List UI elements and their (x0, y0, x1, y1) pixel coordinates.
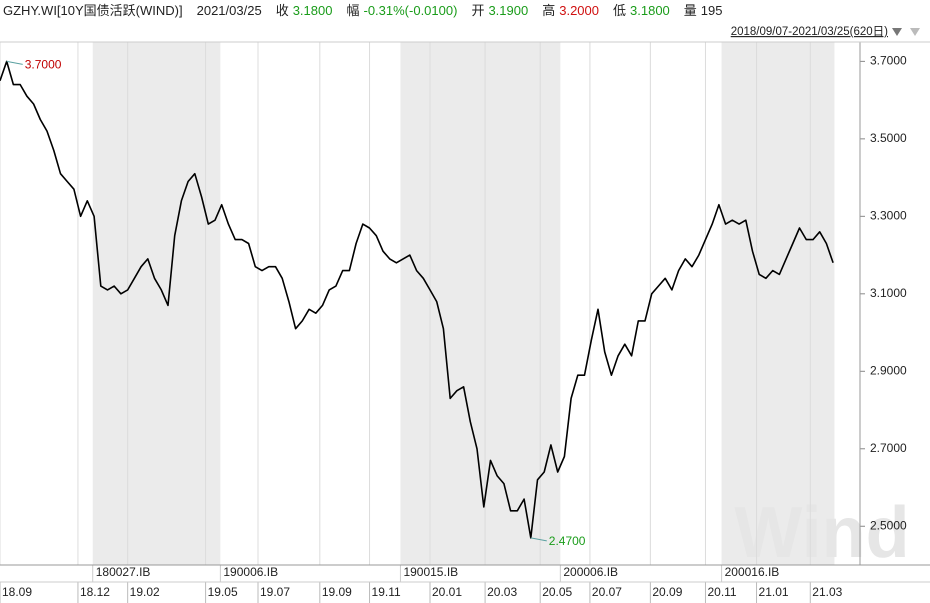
y-tick-label: 3.5000 (870, 131, 907, 145)
y-tick-label: 3.1000 (870, 286, 907, 300)
quote-label: 量 (683, 3, 697, 18)
y-tick-label: 3.7000 (870, 54, 907, 68)
x-tick-label: 20.11 (707, 585, 736, 599)
contract-label: 200006.IB (563, 565, 618, 579)
x-tick-label: 21.01 (759, 585, 789, 599)
x-tick-label: 18.12 (80, 585, 110, 599)
contract-band (721, 42, 835, 565)
ticker: GZHY.WI[10Y国债活跃(WIND)] (3, 3, 183, 18)
range-label[interactable]: 2018/09/07-2021/03/25(620日) (731, 26, 888, 38)
x-tick-label: 19.02 (130, 585, 160, 599)
x-tick-label: 21.03 (812, 585, 842, 599)
quote-label: 开 (471, 3, 485, 18)
quote-header: GZHY.WI[10Y国债活跃(WIND)] 2021/03/25 收 3.180… (0, 0, 930, 22)
contract-label: 180027.IB (96, 565, 151, 579)
y-tick-label: 3.3000 (870, 209, 907, 223)
quote-value: 195 (700, 3, 723, 18)
x-tick-label: 19.11 (372, 585, 401, 599)
x-tick-label: 19.07 (260, 585, 290, 599)
contract-label: 200016.IB (725, 565, 780, 579)
quote-value: -0.31%(-0.0100) (363, 3, 458, 18)
x-tick-label: 20.07 (592, 585, 622, 599)
watermark: Wind (734, 493, 909, 573)
quote-label: 幅 (346, 3, 360, 18)
x-tick-label: 18.09 (2, 585, 32, 599)
quote-value: 3.2000 (559, 3, 599, 18)
range-bar (0, 22, 930, 42)
contract-label: 190015.IB (403, 565, 458, 579)
contract-band (92, 42, 221, 565)
range-dropdown[interactable] (910, 28, 920, 36)
x-tick-label: 20.01 (432, 585, 462, 599)
annotation-label: 2.4700 (549, 534, 586, 548)
quote-value: 3.1900 (488, 3, 529, 18)
y-tick-label: 2.9000 (870, 363, 907, 377)
annotation-pointer (6, 60, 23, 65)
x-tick-label: 19.09 (322, 585, 352, 599)
quote-label: 高 (542, 3, 556, 18)
quote-value: 3.1800 (292, 3, 333, 18)
price-line (0, 60, 834, 539)
date: 2021/03/25 (196, 3, 262, 18)
quote-label: 低 (613, 3, 627, 18)
quote-label: 收 (275, 3, 289, 18)
x-tick-label: 19.05 (208, 585, 238, 599)
quote-value: 3.1800 (630, 3, 670, 18)
y-tick-label: 2.7000 (870, 441, 907, 455)
annotation-pointer (530, 537, 547, 542)
x-tick-label: 20.05 (542, 585, 572, 599)
y-tick-label: 2.5000 (870, 518, 907, 532)
range-dropdown[interactable] (892, 28, 902, 36)
x-tick-label: 20.09 (652, 585, 682, 599)
contract-label: 190006.IB (223, 565, 278, 579)
annotation-label: 3.7000 (25, 58, 62, 72)
x-tick-label: 20.03 (487, 585, 517, 599)
